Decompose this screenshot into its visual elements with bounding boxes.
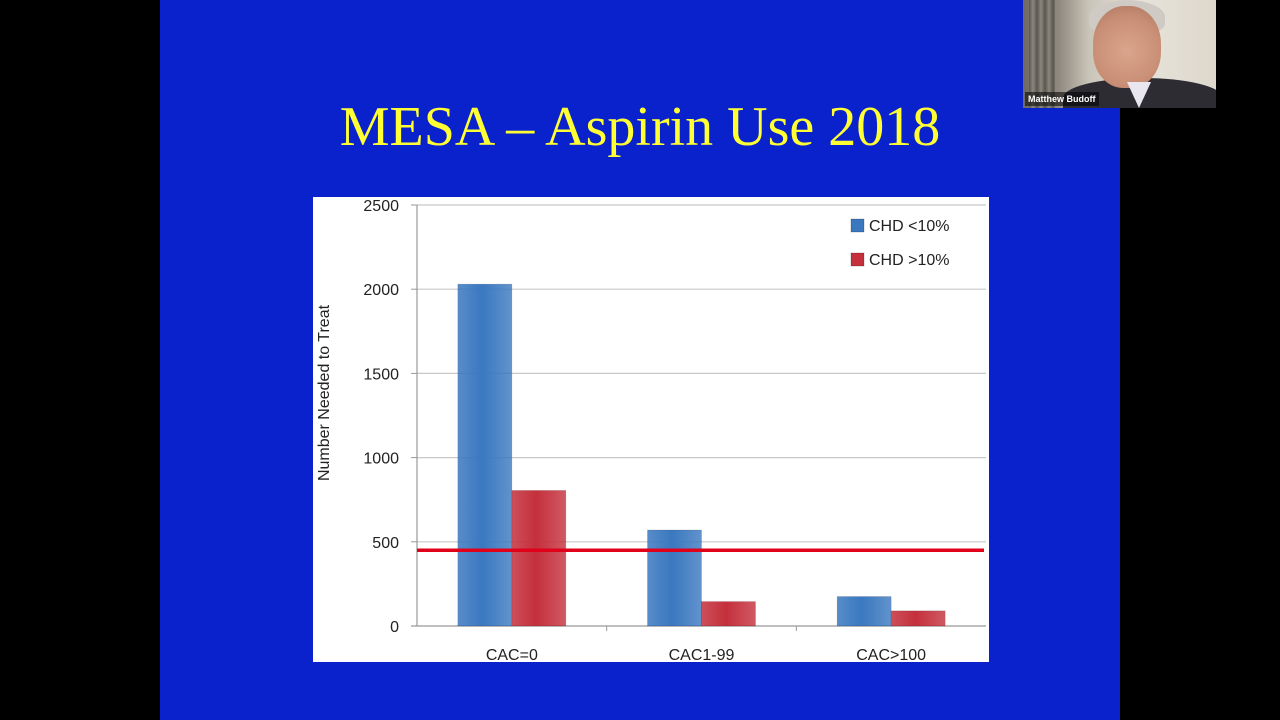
- speaker-video-tile[interactable]: Matthew Budoff: [1023, 0, 1216, 108]
- y-tick-label: 500: [372, 535, 399, 552]
- bar-chd-lt-10-0: [457, 283, 513, 627]
- y-tick-label: 2500: [363, 198, 399, 215]
- legend-label: CHD >10%: [869, 252, 949, 269]
- speaker-face: [1093, 6, 1161, 88]
- y-tick-label: 2000: [363, 282, 399, 299]
- legend-swatch: [850, 218, 865, 233]
- y-tick-label: 0: [390, 619, 399, 636]
- bar-chd-lt-10-2: [836, 596, 892, 627]
- bar-chd-lt-10-1: [647, 529, 702, 627]
- legend-swatch: [850, 252, 865, 267]
- y-axis-label: Number Needed to Treat: [316, 304, 333, 481]
- x-tick-label: CAC1-99: [669, 647, 735, 662]
- bar-chd-gt-10-2: [890, 610, 946, 627]
- curtain-background: [1029, 0, 1055, 108]
- bar-chd-gt-10-0: [511, 490, 567, 627]
- bar-chart: 0 500 1000 1500 2000 2500 Number Needed to Tre…: [316, 198, 986, 662]
- slide-title: MESA – Aspirin Use 2018: [339, 96, 941, 158]
- y-tick-label: 1000: [363, 451, 399, 468]
- chart-panel: 0 500 1000 1500 2000 2500 Number Needed to Tre…: [313, 197, 989, 662]
- x-tick-label: CAC=0: [486, 647, 538, 662]
- speaker-name-label: Matthew Budoff: [1025, 92, 1099, 106]
- y-tick-label: 1500: [363, 366, 399, 383]
- legend-label: CHD <10%: [869, 218, 949, 235]
- x-tick-label: CAC>100: [856, 647, 926, 662]
- bar-chd-gt-10-1: [701, 601, 756, 627]
